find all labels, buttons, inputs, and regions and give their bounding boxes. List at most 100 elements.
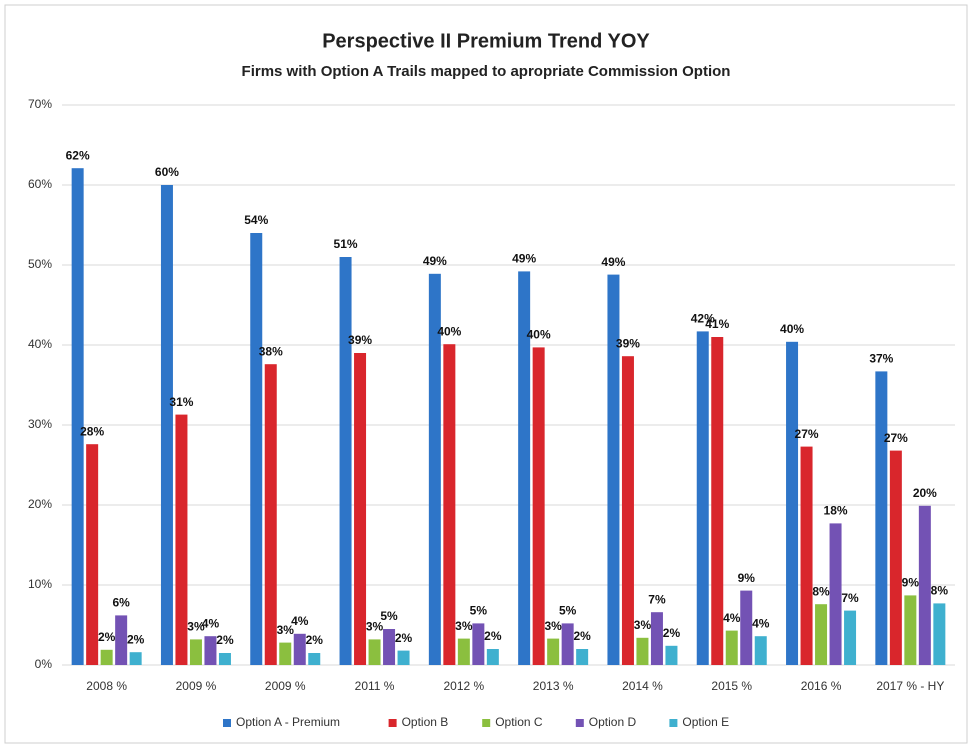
x-tick-label: 2011 %	[355, 679, 395, 693]
bar	[428, 273, 441, 665]
value-label: 51%	[334, 237, 358, 251]
bar	[636, 637, 649, 665]
y-tick-label: 70%	[28, 97, 52, 111]
value-label: 3%	[277, 623, 295, 637]
x-tick-label: 2012 %	[443, 679, 484, 693]
value-label: 8%	[812, 584, 830, 598]
value-label: 2%	[663, 626, 681, 640]
bar	[844, 610, 857, 665]
bar	[650, 612, 663, 665]
bar	[607, 274, 620, 665]
bar	[308, 653, 321, 665]
value-label: 62%	[66, 148, 90, 162]
bar	[696, 331, 709, 665]
x-tick-label: 2013 %	[533, 679, 574, 693]
bar	[204, 636, 217, 665]
value-label: 60%	[155, 165, 179, 179]
value-label: 2%	[216, 633, 234, 647]
bar	[933, 603, 946, 665]
y-tick-label: 0%	[35, 657, 53, 671]
value-label: 39%	[348, 333, 372, 347]
bar	[754, 636, 767, 665]
value-label: 54%	[244, 213, 268, 227]
value-label: 40%	[780, 322, 804, 336]
bar	[175, 414, 188, 665]
bar	[279, 642, 292, 665]
value-label: 3%	[634, 618, 652, 632]
bar	[218, 653, 231, 665]
bar	[472, 623, 485, 665]
bar	[368, 639, 381, 665]
bar	[339, 257, 352, 665]
value-label: 2%	[395, 631, 413, 645]
bar	[665, 645, 678, 665]
bar	[711, 337, 724, 665]
legend-swatch	[223, 719, 231, 727]
bar	[725, 630, 738, 665]
chart-subtitle: Firms with Option A Trails mapped to apr…	[242, 63, 731, 80]
x-tick-label: 2008 %	[86, 679, 127, 693]
value-label: 37%	[869, 352, 893, 366]
value-label: 2%	[127, 632, 145, 646]
bar	[250, 233, 263, 665]
bar	[383, 629, 396, 665]
value-label: 49%	[601, 255, 625, 269]
legend-swatch	[669, 719, 678, 727]
value-label: 9%	[902, 576, 920, 590]
value-label: 27%	[795, 427, 819, 441]
bar	[129, 652, 142, 665]
value-label: 3%	[187, 620, 205, 634]
bar	[829, 523, 842, 665]
value-label: 7%	[841, 591, 859, 605]
value-label: 5%	[559, 604, 577, 618]
value-label: 5%	[470, 604, 488, 618]
bar	[815, 604, 828, 665]
x-tick-label: 2016 %	[801, 679, 842, 693]
value-label: 2%	[484, 629, 502, 643]
y-tick-label: 60%	[28, 177, 52, 191]
value-label: 2%	[306, 633, 324, 647]
legend-swatch	[575, 719, 584, 727]
bar	[875, 371, 888, 665]
legend-swatch	[388, 719, 397, 727]
value-label: 6%	[112, 596, 130, 610]
legend-label: Option B	[402, 715, 449, 729]
bar	[443, 344, 456, 665]
legend-label: Option E	[682, 715, 729, 729]
value-label: 27%	[884, 431, 908, 445]
value-label: 3%	[366, 620, 384, 634]
value-label: 4%	[752, 616, 770, 630]
bar	[264, 364, 277, 665]
value-label: 2%	[98, 630, 116, 644]
value-label: 3%	[544, 619, 562, 633]
legend-swatch	[482, 719, 491, 727]
bar	[918, 505, 931, 665]
bar	[561, 623, 574, 665]
y-tick-label: 20%	[28, 497, 52, 511]
x-tick-label: 2009 %	[265, 679, 306, 693]
value-label: 28%	[80, 424, 104, 438]
value-label: 2%	[573, 629, 591, 643]
value-label: 42%	[691, 312, 715, 326]
bar	[293, 633, 306, 665]
bar	[518, 271, 531, 665]
x-tick-label: 2014 %	[622, 679, 663, 693]
value-label: 9%	[738, 571, 756, 585]
legend-label: Option D	[589, 715, 637, 729]
value-label: 8%	[931, 584, 949, 598]
chart-title: Perspective II Premium Trend YOY	[322, 30, 650, 52]
value-label: 41%	[705, 317, 729, 331]
value-label: 18%	[824, 504, 848, 518]
value-label: 4%	[291, 614, 309, 628]
value-label: 3%	[455, 619, 473, 633]
value-label: 40%	[527, 328, 551, 342]
value-label: 4%	[202, 616, 220, 630]
bar	[457, 638, 470, 665]
bar	[800, 446, 813, 665]
legend-label: Option A - Premium	[236, 715, 340, 729]
value-label: 20%	[913, 486, 937, 500]
x-tick-label: 2009 %	[176, 679, 217, 693]
value-label: 49%	[512, 252, 536, 266]
value-label: 49%	[423, 254, 447, 268]
bar	[576, 649, 589, 665]
